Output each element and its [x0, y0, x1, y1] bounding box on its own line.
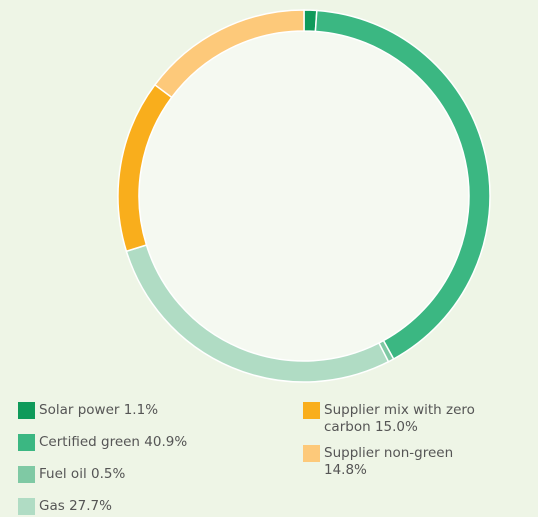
- legend-swatch: [303, 445, 320, 462]
- legend-label: Solar power: [39, 402, 120, 418]
- donut-segment: [153, 9, 305, 99]
- legend-value: 15.0%: [374, 419, 418, 435]
- legend-label: Supplier mix with zero carbon: [324, 402, 475, 435]
- legend-text: Supplier mix with zero carbon 15.0%: [324, 402, 494, 436]
- donut-hole: [139, 31, 469, 361]
- legend-item: Gas 27.7%: [18, 498, 112, 515]
- legend-text: Supplier non-green 14.8%: [324, 445, 494, 479]
- legend-label: Fuel oil: [39, 466, 87, 482]
- legend-text: Solar power 1.1%: [39, 402, 158, 419]
- legend-value: 14.8%: [324, 462, 367, 478]
- legend-swatch: [18, 498, 35, 515]
- legend-text: Fuel oil 0.5%: [39, 466, 125, 483]
- legend-swatch: [18, 402, 35, 419]
- legend-value: 27.7%: [69, 498, 112, 514]
- legend-label: Gas: [39, 498, 65, 514]
- legend-value: 0.5%: [91, 466, 126, 482]
- legend-item: Supplier non-green 14.8%: [303, 445, 494, 479]
- legend-text: Gas 27.7%: [39, 498, 112, 515]
- legend-swatch: [18, 466, 35, 483]
- legend-swatch: [18, 434, 35, 451]
- legend-item: Supplier mix with zero carbon 15.0%: [303, 402, 494, 436]
- legend-value: 1.1%: [123, 402, 159, 418]
- legend-label: Certified green: [39, 434, 140, 450]
- legend-swatch: [303, 402, 320, 419]
- legend-item: Solar power 1.1%: [18, 402, 158, 419]
- legend-item: Fuel oil 0.5%: [18, 466, 125, 483]
- legend-label: Supplier non-green: [324, 445, 454, 461]
- legend-item: Certified green 40.9%: [18, 434, 187, 451]
- legend-value: 40.9%: [144, 434, 188, 450]
- legend-text: Certified green 40.9%: [39, 434, 187, 451]
